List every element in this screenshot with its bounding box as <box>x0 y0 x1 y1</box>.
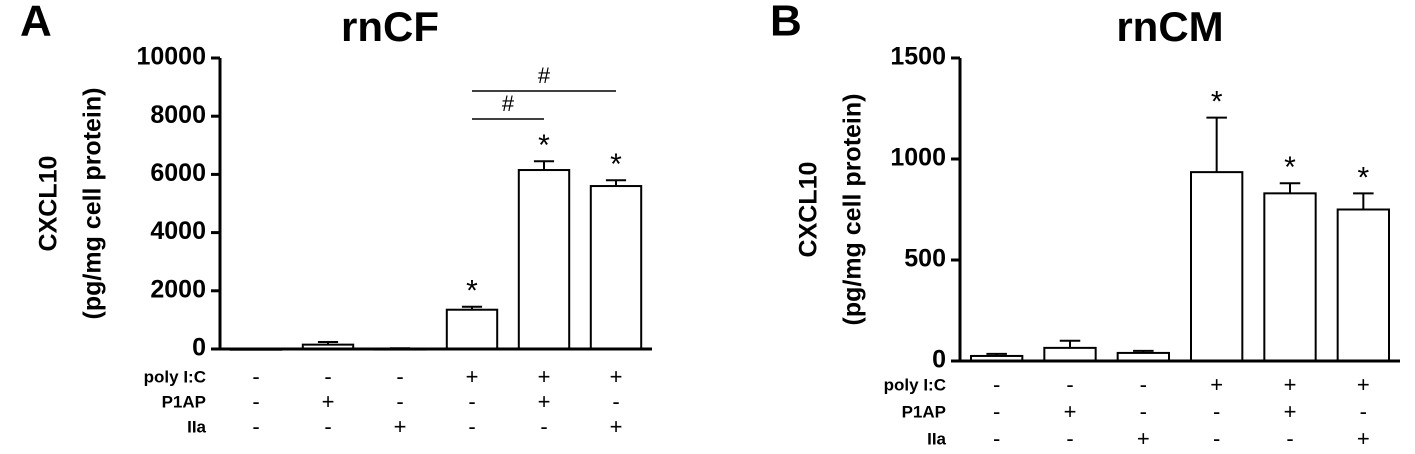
y-axis-label: (pg/mg cell protein) <box>839 94 867 326</box>
condition-sign: - <box>396 389 403 414</box>
condition-sign: - <box>1066 426 1073 451</box>
condition-sign: + <box>1210 372 1223 397</box>
bar <box>1336 208 1390 362</box>
bar <box>1190 171 1244 362</box>
y-tick-label: 0 <box>192 334 206 362</box>
condition-sign: + <box>1064 399 1077 424</box>
condition-sign: + <box>1284 399 1297 424</box>
significance-label: * <box>466 275 478 308</box>
chart-title: rnCF <box>341 3 439 50</box>
bracket-label: # <box>502 91 515 116</box>
condition-sign: - <box>252 389 259 414</box>
condition-sign: - <box>993 372 1000 397</box>
y-axis-label: (pg/mg cell protein) <box>79 88 107 320</box>
panel-letter: A <box>20 0 52 46</box>
bar <box>517 169 571 350</box>
condition-sign: + <box>610 414 623 439</box>
bar <box>589 185 643 350</box>
condition-sign: - <box>1360 399 1367 424</box>
y-tick-label: 2000 <box>150 275 206 303</box>
panel-letter: B <box>770 0 802 46</box>
condition-sign: + <box>1284 372 1297 397</box>
condition-sign: - <box>396 364 403 389</box>
condition-sign: - <box>612 389 619 414</box>
condition-sign: + <box>1357 372 1370 397</box>
condition-sign: + <box>322 389 335 414</box>
condition-sign: - <box>993 399 1000 424</box>
y-tick-label: 8000 <box>150 101 206 129</box>
condition-sign: - <box>993 426 1000 451</box>
bar <box>1043 346 1097 362</box>
y-axis-label: CXCL10 <box>35 156 63 252</box>
y-tick-label: 500 <box>904 245 946 273</box>
condition-label: P1AP <box>902 402 946 421</box>
condition-label: P1AP <box>162 392 206 411</box>
condition-sign: + <box>1357 426 1370 451</box>
bracket-label: # <box>538 63 551 88</box>
condition-sign: - <box>468 389 475 414</box>
chart-title: rnCM <box>1116 3 1223 50</box>
condition-sign: + <box>538 389 551 414</box>
condition-sign: + <box>466 364 479 389</box>
bar <box>1263 192 1317 362</box>
significance-label: * <box>1284 151 1296 184</box>
condition-sign: - <box>1286 426 1293 451</box>
y-tick-label: 0 <box>932 346 946 374</box>
condition-sign: + <box>1137 426 1150 451</box>
condition-label: poly I:C <box>884 375 946 394</box>
condition-sign: - <box>540 414 547 439</box>
condition-sign: - <box>1213 426 1220 451</box>
bar <box>445 308 499 350</box>
condition-sign: - <box>1140 372 1147 397</box>
condition-sign: - <box>252 364 259 389</box>
y-tick-label: 4000 <box>150 217 206 245</box>
condition-sign: + <box>610 364 623 389</box>
condition-sign: - <box>252 414 259 439</box>
y-tick-label: 6000 <box>150 159 206 187</box>
condition-sign: - <box>468 414 475 439</box>
y-axis-label: CXCL10 <box>795 162 823 258</box>
y-tick-label: 10000 <box>136 43 206 71</box>
condition-label: IIa <box>187 417 206 436</box>
significance-label: * <box>538 129 550 162</box>
condition-sign: - <box>1213 399 1220 424</box>
condition-sign: - <box>324 414 331 439</box>
significance-label: * <box>1211 86 1223 119</box>
condition-sign: - <box>324 364 331 389</box>
condition-sign: + <box>538 364 551 389</box>
condition-sign: - <box>1066 372 1073 397</box>
condition-label: IIa <box>927 429 946 448</box>
y-tick-label: 1000 <box>890 144 946 172</box>
condition-sign: - <box>1140 399 1147 424</box>
condition-sign: + <box>394 414 407 439</box>
y-tick-label: 1500 <box>890 43 946 71</box>
condition-label: poly I:C <box>144 367 206 386</box>
significance-label: * <box>1357 161 1369 194</box>
significance-label: * <box>610 148 622 181</box>
